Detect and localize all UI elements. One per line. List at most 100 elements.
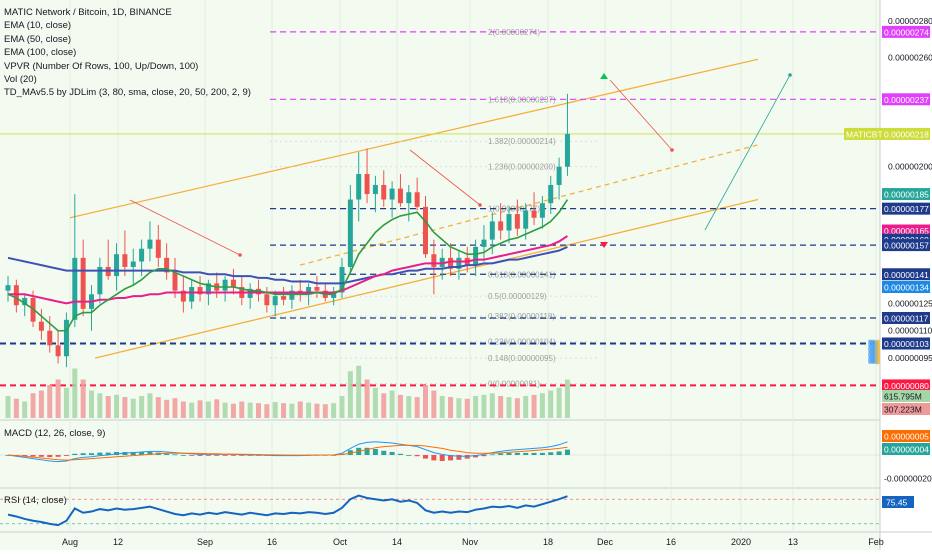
volume-bar	[556, 387, 562, 418]
macd-histogram-bar	[498, 453, 504, 455]
macd-label-box	[882, 430, 930, 442]
time-tick-label: 14	[392, 537, 402, 547]
macd-histogram-bar	[347, 450, 353, 455]
moving-averages	[7, 199, 569, 332]
volume-bar	[155, 397, 161, 418]
arrow-head	[238, 253, 242, 257]
price-label-text: 0.00000134	[884, 283, 929, 293]
volume-bar	[531, 394, 537, 418]
volume-bar	[114, 394, 120, 418]
volume-bar	[230, 403, 236, 418]
macd-histogram-bar	[539, 452, 545, 455]
volume-bar	[448, 397, 454, 418]
projection-arrow	[704, 74, 791, 231]
candle-body	[414, 192, 420, 207]
candle-body	[139, 248, 145, 262]
price-label-text: 0.00000080	[884, 381, 929, 391]
volume-bar	[172, 398, 178, 418]
macd-pane-label[interactable]: MACD (12, 26, close, 9)	[4, 428, 106, 439]
candle-body	[155, 239, 161, 258]
macd-label-text: -0.00000020	[884, 474, 932, 484]
legend-ema100[interactable]: EMA (100, close)	[4, 47, 77, 59]
price-label-box	[882, 188, 930, 201]
candle-body	[180, 290, 186, 302]
macd-histogram-bar	[139, 452, 145, 455]
price-label-box	[882, 127, 930, 140]
candle-body	[431, 254, 437, 267]
legend-ema10[interactable]: EMA (10, close)	[4, 20, 72, 32]
horizontal-levels	[0, 31, 880, 387]
legend-vpvr[interactable]: VPVR (Number Of Rows, 100, Up/Down, 100)	[4, 60, 199, 72]
volume-bar	[414, 397, 420, 418]
volume-bar	[406, 396, 412, 418]
price-label-text: 0.00000274	[884, 27, 929, 37]
macd-histogram-bar	[556, 451, 562, 455]
volume-label-text: 307.223M	[884, 405, 922, 415]
macd-histogram-bar	[205, 455, 211, 456]
candle-body	[372, 184, 378, 195]
volume-bar	[5, 396, 11, 418]
volume-bar	[306, 402, 312, 418]
candle-body	[339, 266, 345, 293]
signal-line	[7, 444, 568, 461]
volume-bar	[55, 379, 61, 418]
macd-histogram-bar	[230, 455, 236, 456]
legend-ema50[interactable]: EMA (50, close)	[4, 33, 72, 45]
time-tick-label: Aug	[62, 537, 78, 547]
macd-histogram-bar	[456, 455, 462, 460]
volume-bar	[339, 396, 345, 418]
legend-td-ma[interactable]: TD_MAv5.5 by JDLim (3, 80, sma, close, 2…	[4, 87, 251, 99]
candle-body	[356, 174, 362, 200]
macd-histogram-bar	[364, 447, 370, 455]
macd-histogram-bar	[164, 453, 170, 455]
macd-histogram-bar	[473, 455, 479, 458]
macd-histogram-bar	[531, 452, 537, 455]
price-label-text: 0.00000218	[884, 129, 929, 139]
volume-bar	[80, 379, 86, 418]
macd-line	[7, 441, 568, 463]
macd-histogram-bar	[80, 453, 86, 455]
macd-histogram-bar	[448, 455, 454, 461]
candle-body	[331, 292, 337, 298]
volume-bar	[347, 371, 353, 418]
candle-body	[531, 210, 537, 218]
vertical-grid	[69, 0, 877, 532]
candle-body	[389, 188, 395, 200]
legend-volume[interactable]: Vol (20)	[4, 74, 37, 86]
macd-histogram-bar	[564, 449, 570, 455]
price-label-box	[882, 379, 930, 392]
volume-bar	[439, 396, 445, 418]
volume-bar	[105, 396, 111, 418]
channel-upper	[69, 58, 759, 219]
volume-bar	[214, 399, 220, 418]
price-axis: 0.00000280 0.00000260 0.00000200 0.00000125…	[844, 16, 932, 508]
volume-bar	[264, 404, 270, 418]
candle-body	[489, 221, 495, 240]
price-label-box	[882, 93, 930, 106]
volume-bar	[130, 398, 136, 418]
rsi-pane-label[interactable]: RSI (14, close)	[4, 495, 67, 506]
volume-bar	[314, 403, 320, 418]
candle-body	[514, 214, 520, 229]
macd-histogram-bar	[130, 452, 136, 455]
macd-histogram-bar	[30, 455, 36, 457]
projection-arrow	[409, 149, 481, 206]
price-tick-label: 0.00000095	[888, 353, 932, 363]
vpvr-bar	[868, 350, 875, 353]
macd-histogram-bar	[381, 450, 387, 455]
macd-histogram-bar	[147, 452, 153, 455]
volume-bar	[481, 394, 487, 418]
time-tick-label: 13	[788, 537, 798, 547]
price-label-box	[882, 224, 930, 237]
down-arrow-icon	[600, 242, 608, 248]
price-label-text: 0.00000117	[884, 313, 929, 323]
volume-bar	[97, 393, 103, 418]
time-tick-label: 12	[113, 537, 123, 547]
macd-histogram-bar	[189, 455, 195, 456]
candle-body	[548, 184, 554, 204]
candle-body	[556, 166, 562, 185]
macd-histogram-bar	[423, 455, 428, 459]
time-tick-label: 16	[267, 537, 277, 547]
